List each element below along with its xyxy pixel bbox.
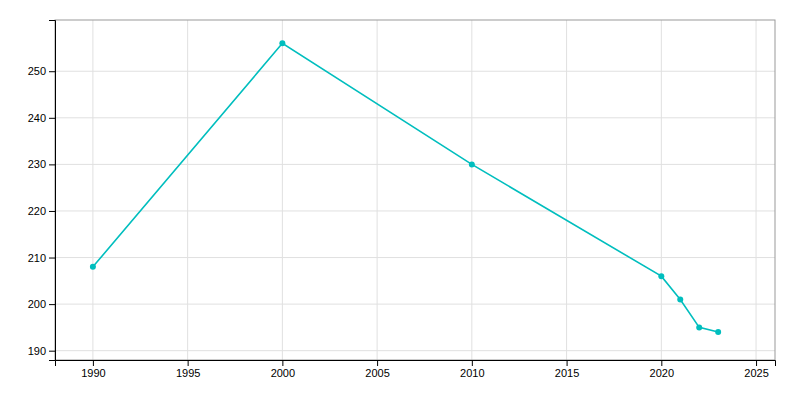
tick: 190 <box>28 345 55 357</box>
tick: 210 <box>28 252 55 264</box>
marks <box>90 40 721 335</box>
tick: 2025 <box>744 360 768 379</box>
grid-line-y <box>55 304 775 305</box>
tick-mark <box>49 304 55 305</box>
tick: 2015 <box>555 360 579 379</box>
point <box>90 264 96 270</box>
point <box>279 40 285 46</box>
tick: 200 <box>28 298 55 310</box>
tick: 230 <box>28 158 55 170</box>
tick-mark <box>567 360 568 366</box>
tick-mark <box>49 258 55 259</box>
grid-line-y <box>55 117 775 118</box>
axis-line <box>49 21 56 361</box>
tick-label: 240 <box>28 112 46 124</box>
tick-mark <box>49 118 55 119</box>
tick-mark <box>93 360 94 366</box>
tick-mark <box>282 360 283 366</box>
line <box>93 43 718 332</box>
tick-label: 2010 <box>460 367 484 379</box>
axis-line <box>56 361 776 367</box>
tick-mark <box>661 360 662 366</box>
tick-label: 230 <box>28 158 46 170</box>
tick-mark <box>377 360 378 366</box>
tick-mark <box>49 71 55 72</box>
tick-label: 200 <box>28 298 46 310</box>
tick-label: 220 <box>28 205 46 217</box>
tick-label: 2025 <box>744 367 768 379</box>
plot-frame <box>55 20 775 360</box>
tick: 2020 <box>650 360 674 379</box>
tick: 2005 <box>365 360 389 379</box>
tick: 220 <box>28 205 55 217</box>
tick-label: 250 <box>28 65 46 77</box>
y-axis: 190 200 210 220 230 240 250 <box>28 21 56 361</box>
point <box>677 296 683 302</box>
point <box>696 324 702 330</box>
tick-label: 2005 <box>365 367 389 379</box>
point <box>469 161 475 167</box>
tick: 2000 <box>271 360 295 379</box>
tick-label: 2000 <box>271 367 295 379</box>
tick-label: 1990 <box>81 367 105 379</box>
tick-label: 190 <box>28 345 46 357</box>
tick: 1990 <box>81 360 105 379</box>
plot-area: 1990 1995 2000 2005 2010 2015 2020 2025 190 200 21… <box>28 20 776 379</box>
grid-line-y <box>55 257 775 258</box>
chart-container: 1990 1995 2000 2005 2010 2015 2020 2025 190 200 21… <box>0 0 800 400</box>
x-axis: 1990 1995 2000 2005 2010 2015 2020 2025 <box>56 360 776 379</box>
tick-label: 1995 <box>176 367 200 379</box>
chart-svg: 1990 1995 2000 2005 2010 2015 2020 2025 190 200 21… <box>0 0 800 400</box>
grid-line-y <box>55 164 775 165</box>
point <box>715 329 721 335</box>
grid-line-y <box>55 350 775 351</box>
tick-label: 2015 <box>555 367 579 379</box>
tick: 250 <box>28 65 55 77</box>
grid <box>55 20 775 360</box>
tick-mark <box>49 351 55 352</box>
tick-mark <box>49 211 55 212</box>
tick: 2010 <box>460 360 484 379</box>
tick-label: 2020 <box>650 367 674 379</box>
tick-mark <box>49 164 55 165</box>
grid-line-y <box>55 210 775 211</box>
tick: 240 <box>28 112 55 124</box>
tick-label: 210 <box>28 252 46 264</box>
tick-mark <box>756 360 757 366</box>
tick: 1995 <box>176 360 200 379</box>
tick-mark <box>188 360 189 366</box>
tick-mark <box>472 360 473 366</box>
grid-line-y <box>55 71 775 72</box>
point <box>658 273 664 279</box>
